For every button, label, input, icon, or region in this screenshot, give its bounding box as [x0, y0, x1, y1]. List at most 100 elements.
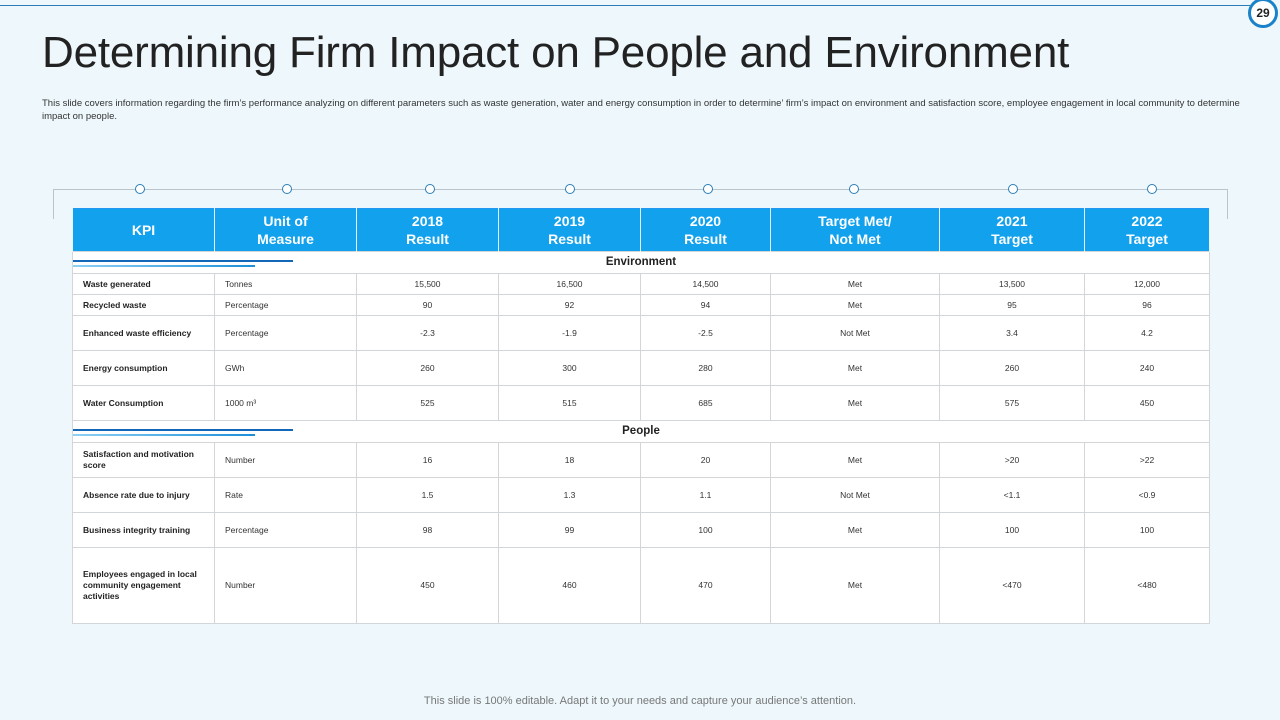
table-cell-unit: Number	[214, 547, 357, 624]
column-header-line: Measure	[257, 231, 314, 247]
table-cell-r2018: 16	[356, 442, 499, 478]
table-cell-r2019: 99	[498, 512, 641, 548]
table-cell-met: Met	[770, 273, 940, 295]
table-cell-r2018: 450	[356, 547, 499, 624]
table-cell-t2021: 260	[939, 350, 1085, 386]
table-cell-t2021: 100	[939, 512, 1085, 548]
column-header-line: Target	[1126, 231, 1168, 247]
table-cell-r2018: 90	[356, 294, 499, 316]
table-row: Waste generated Tonnes 15,500 16,500 14,500 M…	[72, 273, 1210, 295]
table-cell-t2021: >20	[939, 442, 1085, 478]
table-cell-met: Not Met	[770, 315, 940, 351]
column-header-line: 2021	[996, 213, 1028, 229]
table-cell-kpi: Water Consumption	[72, 385, 215, 421]
table-cell-r2019: -1.9	[498, 315, 641, 351]
frame-dot	[1147, 184, 1157, 194]
slide-subtitle: This slide covers information regarding …	[42, 98, 1240, 122]
table-cell-met: Met	[770, 512, 940, 548]
frame-dot	[565, 184, 575, 194]
column-header-line: 2020	[689, 213, 722, 229]
table-cell-met: Met	[770, 547, 940, 624]
section-accent-line	[73, 429, 293, 431]
table-cell-met: Met	[770, 350, 940, 386]
table-cell-t2022: 96	[1084, 294, 1210, 316]
table-cell-r2019: 300	[498, 350, 641, 386]
frame-dot	[425, 184, 435, 194]
kpi-table-container: KPI Unit of Measure 2018 Result 2019 Result 202…	[72, 208, 1210, 624]
column-header-line: Target Met/	[818, 213, 892, 229]
table-cell-r2020: 685	[640, 385, 771, 421]
table-cell-t2021: <470	[939, 547, 1085, 624]
table-cell-t2021: 575	[939, 385, 1085, 421]
table-cell-t2022: <480	[1084, 547, 1210, 624]
page-number-badge: 29	[1248, 0, 1278, 28]
table-cell-r2020: 94	[640, 294, 771, 316]
table-row: Water Consumption 1000 m³ 525 515 685 Met 575 4…	[72, 385, 1210, 421]
column-header-line: Target	[991, 231, 1033, 247]
column-header: KPI	[72, 208, 215, 252]
table-cell-unit: 1000 m³	[214, 385, 357, 421]
column-header-line: KPI	[131, 222, 156, 238]
section-header: People	[72, 420, 1210, 443]
table-cell-r2019: 92	[498, 294, 641, 316]
table-cell-kpi: Waste generated	[72, 273, 215, 295]
frame-dot	[703, 184, 713, 194]
table-cell-r2019: 460	[498, 547, 641, 624]
column-header: Unit of Measure	[214, 208, 357, 252]
frame-dot	[282, 184, 292, 194]
table-row: Enhanced waste efficiency Percentage -2.3-…	[72, 315, 1210, 351]
table-cell-unit: Percentage	[214, 512, 357, 548]
column-header-line: Not Met	[829, 231, 881, 247]
column-header: 2022 Target	[1084, 208, 1210, 252]
table-cell-r2020: 1.1	[640, 477, 771, 513]
table-cell-r2019: 515	[498, 385, 641, 421]
table-cell-r2018: 1.5	[356, 477, 499, 513]
table-cell-t2022: 12,000	[1084, 273, 1210, 295]
table-cell-t2022: 100	[1084, 512, 1210, 548]
slide-footer: This slide is 100% editable. Adapt it to…	[423, 695, 857, 707]
table-cell-r2019: 16,500	[498, 273, 641, 295]
table-cell-t2021: <1.1	[939, 477, 1085, 513]
table-cell-r2018: -2.3	[356, 315, 499, 351]
table-cell-r2018: 525	[356, 385, 499, 421]
column-header: 2019 Result	[498, 208, 641, 252]
table-cell-r2018: 15,500	[356, 273, 499, 295]
table-cell-r2019: 1.3	[498, 477, 641, 513]
table-cell-unit: Number	[214, 442, 357, 478]
section-accent-line	[73, 265, 255, 267]
table-cell-kpi: Business integrity training	[72, 512, 215, 548]
table-cell-r2020: 14,500	[640, 273, 771, 295]
table-cell-kpi: Satisfaction and motivation score	[72, 442, 215, 478]
table-row: Absence rate due to injury Rate 1.5 1.3 1.1 N…	[72, 477, 1210, 513]
table-cell-unit: Tonnes	[214, 273, 357, 295]
frame-dot	[1008, 184, 1018, 194]
table-cell-t2021: 13,500	[939, 273, 1085, 295]
frame-dot	[849, 184, 859, 194]
table-cell-r2019: 18	[498, 442, 641, 478]
table-row: Recycled waste Percentage 90 92 94 Met 95 96	[72, 294, 1210, 316]
table-header-row: KPI Unit of Measure 2018 Result 2019 Result 202…	[72, 208, 1210, 252]
table-cell-t2021: 95	[939, 294, 1085, 316]
table-cell-unit: Percentage	[214, 294, 357, 316]
section-title: Environment	[605, 256, 677, 268]
section-row: Environment	[72, 251, 1210, 274]
table-cell-r2018: 98	[356, 512, 499, 548]
table-row: Energy consumption GWh 260 300 280 Met 260 240	[72, 350, 1210, 386]
top-rule	[0, 5, 1250, 6]
section-title: People	[622, 425, 660, 437]
table-cell-unit: GWh	[214, 350, 357, 386]
table-cell-kpi: Employees engaged in local community eng…	[72, 547, 215, 624]
table-cell-r2020: 280	[640, 350, 771, 386]
section-row: People	[72, 420, 1210, 443]
slide-title: Determining Firm Impact on People and En…	[42, 28, 1070, 77]
column-header-line: Result	[684, 231, 727, 247]
column-header: 2020 Result	[640, 208, 771, 252]
column-header-line: 2019	[553, 213, 586, 229]
table-cell-t2022: 450	[1084, 385, 1210, 421]
table-cell-r2020: -2.5	[640, 315, 771, 351]
table-cell-met: Met	[770, 294, 940, 316]
table-cell-r2020: 20	[640, 442, 771, 478]
table-cell-unit: Percentage	[214, 315, 357, 351]
column-header-line: 2022	[1131, 213, 1163, 229]
table-cell-kpi: Recycled waste	[72, 294, 215, 316]
